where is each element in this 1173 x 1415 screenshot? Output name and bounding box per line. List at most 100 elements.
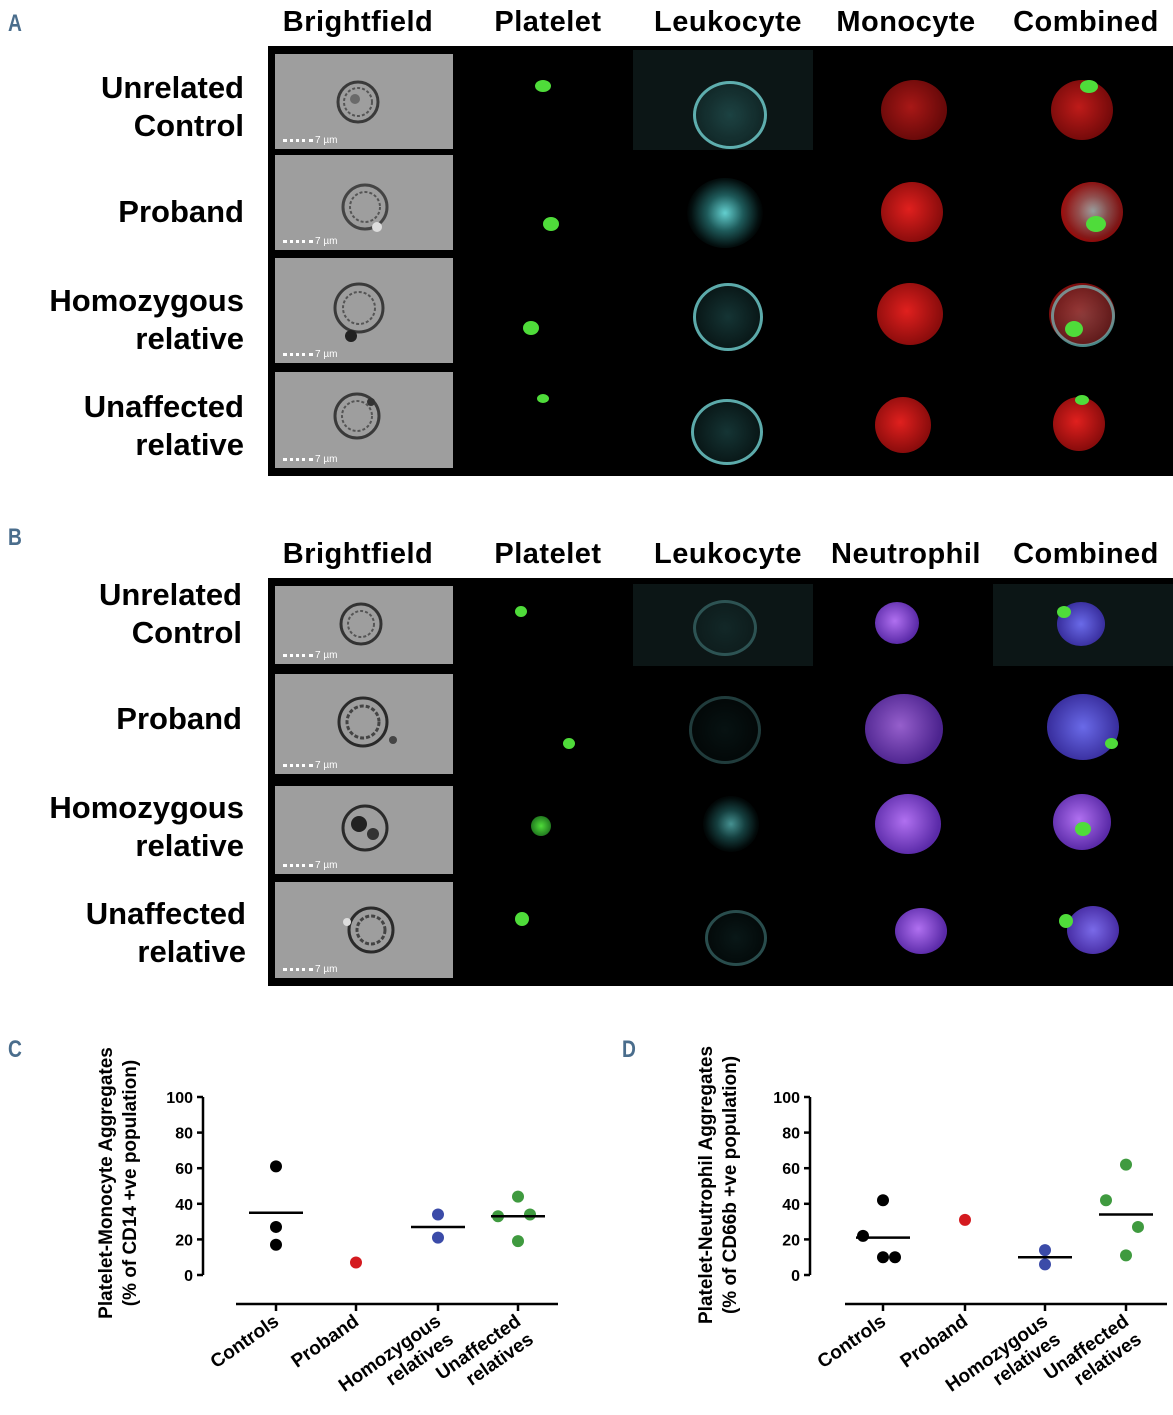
image-row: 7 µm [268,782,1173,876]
image-row: 7 µm [268,369,1173,472]
row-label-unrelated-control: Unrelated Control [99,577,242,650]
brightfield-image: 7 µm [275,882,453,978]
scale-bar-label: 7 µm [315,760,338,771]
brightfield-image: 7 µm [275,155,453,250]
monocyte-image [813,369,993,472]
row-label-proband: Proband [118,194,244,229]
platelet-image [453,46,633,152]
row-label-unrelated-control: Unrelated Control [101,70,244,143]
data-point [1120,1158,1132,1171]
column-header-brightfield: Brightfield [282,538,434,570]
x-tick-label: Unaffectedrelatives [432,1311,537,1403]
monocyte-image [813,46,993,152]
x-tick-label-line: Proband [288,1311,363,1372]
row-label-unaffected-relative: Unaffected relative [83,389,244,462]
y-tick-label: 40 [175,1197,193,1214]
leukocyte-image [633,152,813,255]
column-header-platelet: Platelet [494,538,602,570]
data-point [512,1190,524,1203]
neutrophil-image [813,668,993,776]
y-tick-label: 20 [782,1232,800,1249]
monocyte-image [813,255,993,369]
scale-bar-label: 7 µm [315,236,338,247]
platelet-image [453,782,633,876]
x-tick-label-line: Proband [897,1311,972,1372]
combined-image [993,668,1173,776]
data-point [857,1229,869,1242]
data-point [512,1235,524,1248]
scale-bar-label: 7 µm [315,454,338,465]
platelet-image [453,369,633,472]
image-grid-a: 7 µm 7 µm 7 µm 7 µm [268,46,1173,476]
platelet-image [453,578,633,666]
leukocyte-image [633,255,813,369]
neutrophil-image [813,782,993,876]
leukocyte-image [633,668,813,776]
row-label-proband: Proband [116,701,242,736]
y-tick-label: 60 [175,1161,193,1178]
column-header-monocyte: Monocyte [836,6,976,38]
column-header-platelet: Platelet [494,6,602,38]
image-row: 7 µm [268,255,1173,369]
combined-image [993,578,1173,666]
leukocyte-image [633,369,813,472]
monocyte-image [813,152,993,255]
scale-bar-label: 7 µm [315,650,338,661]
scale-bar-label: 7 µm [315,135,338,146]
y-tick-label: 60 [782,1161,800,1178]
row-label-homozygous-relative: Homozygous relative [49,283,244,356]
y-tick-label: 80 [175,1126,193,1143]
data-point [959,1213,971,1226]
x-tick-label-line: Controls [814,1311,890,1373]
combined-image [993,880,1173,984]
data-point [1120,1249,1132,1262]
data-point [524,1208,536,1221]
x-tick-label: Unaffectedrelatives [1040,1311,1145,1403]
x-tick-label: Controls [814,1311,890,1373]
y-axis-label-line: Platelet-Monocyte Aggregates [96,1047,117,1319]
scale-bar-label: 7 µm [315,860,338,871]
y-tick-label: 0 [791,1268,800,1285]
row-label-unaffected-relative: Unaffected relative [85,896,246,969]
y-axis-label-line: (% of CD66b +ve population) [720,1056,741,1314]
image-grid-b: 7 µm 7 µm 7 µm 7 µm [268,578,1173,986]
leukocyte-image [633,880,813,984]
y-tick-label: 20 [175,1232,193,1249]
column-header-neutrophil: Neutrophil [831,538,981,570]
chart-c: Platelet-Monocyte Aggregates (% of CD14 +… [96,1047,558,1403]
x-tick-label: Controls [207,1311,283,1373]
column-header-leukocyte: Leukocyte [654,6,802,38]
data-point [432,1231,444,1244]
platelet-image [453,880,633,984]
combined-image [993,255,1173,369]
brightfield-image: 7 µm [275,54,453,149]
y-axis-label-line: Platelet-Neutrophil Aggregates [696,1046,717,1324]
scale-bar-label: 7 µm [315,964,338,975]
y-tick-label: 80 [782,1126,800,1143]
image-row: 7 µm [268,152,1173,255]
y-tick-label: 100 [773,1090,800,1107]
leukocyte-image [633,782,813,876]
data-point [877,1251,889,1264]
panel-letter-d: D [622,1036,636,1063]
panel-letter-a: A [8,10,22,37]
combined-image [993,369,1173,472]
leukocyte-image [633,578,813,666]
image-row: 7 µm [268,880,1173,984]
data-point [1039,1244,1051,1257]
column-header-combined: Combined [1013,6,1159,38]
row-label-homozygous-relative: Homozygous relative [49,790,244,863]
brightfield-image: 7 µm [275,372,453,468]
data-point [270,1220,282,1233]
data-point [1100,1194,1112,1207]
y-axis-label: Platelet-Monocyte Aggregates (% of CD14 +… [96,1047,141,1319]
x-tick-label: Proband [897,1311,972,1372]
data-point [270,1160,282,1173]
data-point [1039,1258,1051,1271]
y-axis-label-line: (% of CD14 +ve population) [120,1060,141,1307]
brightfield-image: 7 µm [275,258,453,363]
column-header-brightfield: Brightfield [282,6,434,38]
panel-letter-b: B [8,524,22,551]
combined-image [993,782,1173,876]
scale-bar-label: 7 µm [315,349,338,360]
